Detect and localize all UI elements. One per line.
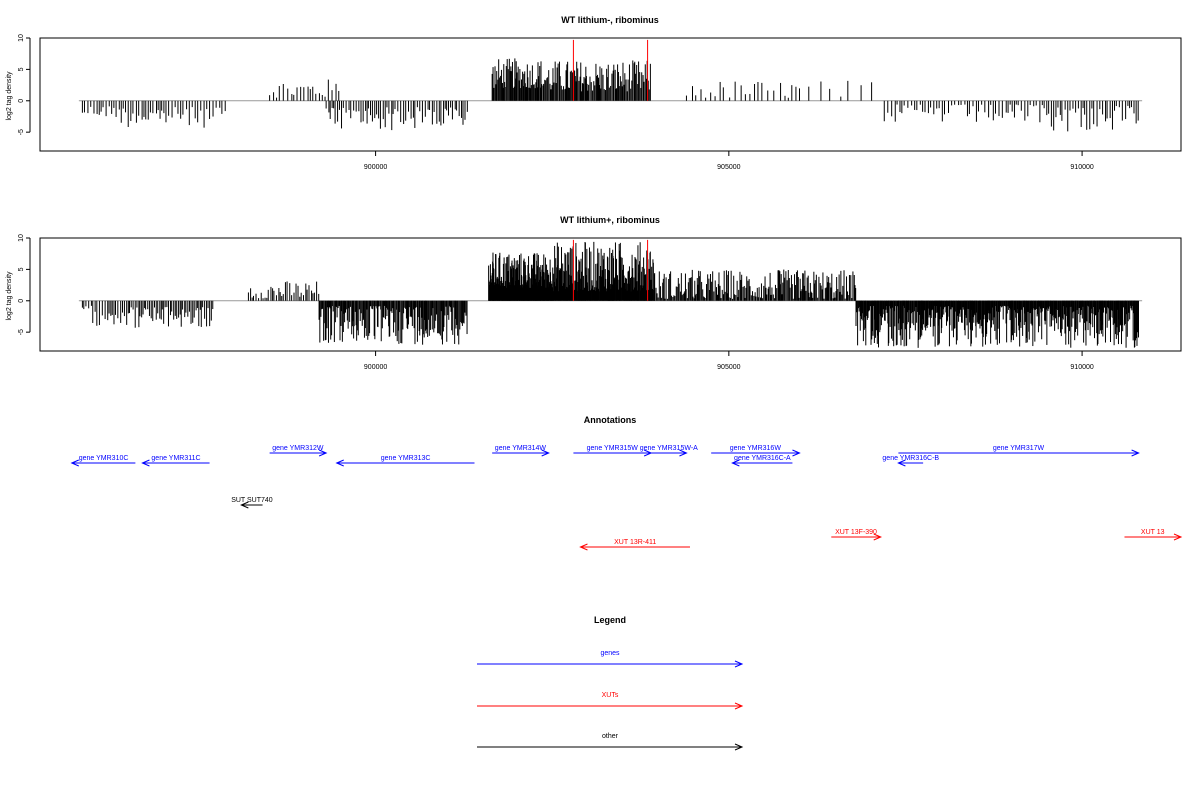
legend-label: genes	[600, 650, 620, 657]
annotation-feature: gene YMR316C-B	[882, 455, 939, 467]
arrow-head-icon	[679, 449, 688, 457]
arrow-head-icon	[541, 449, 550, 457]
annotation-feature: gene YMR317W	[898, 445, 1140, 457]
arrow-head-icon	[1131, 449, 1140, 457]
x-tick-label: 900000	[364, 364, 387, 371]
feature-label: gene YMR314W	[495, 445, 547, 452]
highlight-markers	[572, 39, 649, 101]
feature-label: gene YMR316C-B	[882, 455, 939, 462]
annotation-feature: gene YMR315W-A	[640, 445, 698, 457]
annotation-feature: gene YMR316C-A	[731, 455, 793, 467]
y-axis: -5 0 5 10	[18, 234, 31, 335]
y-tick-label: 5	[18, 67, 25, 71]
arrow-head-icon	[335, 459, 344, 467]
annotations-track: Annotations gene YMR310C gene YMR311Cgene…	[70, 415, 1183, 551]
legend-title: Legend	[594, 615, 626, 625]
track-panel-lithium-minus: WT lithium-, ribominus log2 tag density …	[6, 15, 1182, 171]
annotation-feature: gene YMR316W	[711, 445, 801, 457]
y-axis: -5 0 5 10	[18, 34, 31, 135]
legend: Legend genes XUTs other	[477, 615, 744, 751]
x-tick-label: 910000	[1070, 164, 1093, 171]
feature-label: gene YMR310C	[79, 455, 129, 462]
arrow-head-icon	[897, 459, 906, 467]
feature-label: XUT 13R-411	[614, 539, 656, 546]
annotation-feature: XUT 13R-411	[579, 539, 690, 551]
y-tick-label: -5	[18, 129, 25, 135]
feature-label: gene YMR316W	[730, 445, 782, 452]
y-tick-label: 10	[18, 234, 25, 242]
arrow-head-icon	[873, 533, 883, 541]
panel-title: WT lithium-, ribominus	[561, 15, 659, 25]
legend-item: XUTs	[477, 692, 744, 710]
y-tick-label: 10	[18, 34, 25, 42]
annotation-feature: gene YMR314W	[492, 445, 550, 457]
arrow-head-icon	[734, 702, 744, 710]
feature-label: gene YMR312W	[272, 445, 324, 452]
annotation-feature: gene YMR310C	[70, 455, 136, 467]
arrow-head-icon	[792, 449, 801, 457]
panel-title: WT lithium+, ribominus	[560, 215, 660, 225]
annotation-feature: gene YMR313C	[335, 455, 475, 467]
feature-label: XUT 13	[1141, 529, 1165, 536]
annotation-feature: XUT 13F-390	[831, 529, 883, 541]
annotation-feature: XUT 13	[1124, 529, 1183, 541]
annotations-title: Annotations	[584, 415, 637, 425]
plot-frame	[39, 237, 1182, 352]
density-bars	[81, 58, 1139, 132]
legend-item: other	[477, 733, 744, 751]
legend-item: genes	[477, 650, 744, 668]
annotation-feature: gene YMR312W	[269, 445, 328, 457]
y-tick-label: 0	[18, 299, 25, 303]
y-tick-label: -5	[18, 329, 25, 335]
arrow-head-icon	[70, 459, 79, 467]
feature-label: gene YMR316C-A	[734, 455, 791, 462]
feature-label: gene YMR313C	[381, 455, 431, 462]
y-axis-label: log2 tag density	[6, 71, 13, 121]
plot-frame	[39, 37, 1182, 152]
track-panel-lithium-plus: WT lithium+, ribominus log2 tag density …	[6, 215, 1182, 371]
feature-label: gene YMR311C	[151, 455, 200, 462]
arrow-head-icon	[1173, 533, 1183, 541]
legend-label: XUTs	[602, 692, 619, 699]
arrow-head-icon	[240, 501, 249, 509]
x-tick-label: 905000	[717, 364, 740, 371]
annotation-features: gene YMR310C gene YMR311C gene YMR312W gene…	[70, 445, 1183, 551]
y-tick-label: 0	[18, 99, 25, 103]
annotation-feature: gene YMR311C	[141, 455, 210, 467]
x-tick-label: 910000	[1070, 364, 1093, 371]
annotation-feature: SUT SUT740	[231, 497, 273, 509]
arrow-head-icon	[731, 459, 740, 467]
arrow-head-icon	[734, 660, 744, 668]
legend-items: genes XUTs other	[477, 650, 744, 751]
feature-label: SUT SUT740	[231, 497, 273, 504]
y-tick-label: 5	[18, 267, 25, 271]
highlight-markers	[572, 239, 649, 301]
feature-label: gene YMR317W	[993, 445, 1045, 452]
feature-label: XUT 13F-390	[835, 529, 877, 536]
arrow-head-icon	[579, 543, 588, 551]
legend-label: other	[602, 733, 619, 740]
y-axis-label: log2 tag density	[6, 271, 13, 321]
x-axis: 900000 905000 910000	[364, 151, 1094, 171]
x-tick-label: 900000	[364, 164, 387, 171]
density-bars	[81, 241, 1140, 348]
feature-label: gene YMR315W	[587, 445, 639, 452]
feature-label: gene YMR315W-A	[640, 445, 698, 452]
arrow-head-icon	[734, 743, 744, 751]
x-axis: 900000 905000 910000	[364, 351, 1094, 371]
arrow-head-icon	[318, 449, 328, 457]
x-tick-label: 905000	[717, 164, 740, 171]
arrow-head-icon	[141, 459, 150, 467]
